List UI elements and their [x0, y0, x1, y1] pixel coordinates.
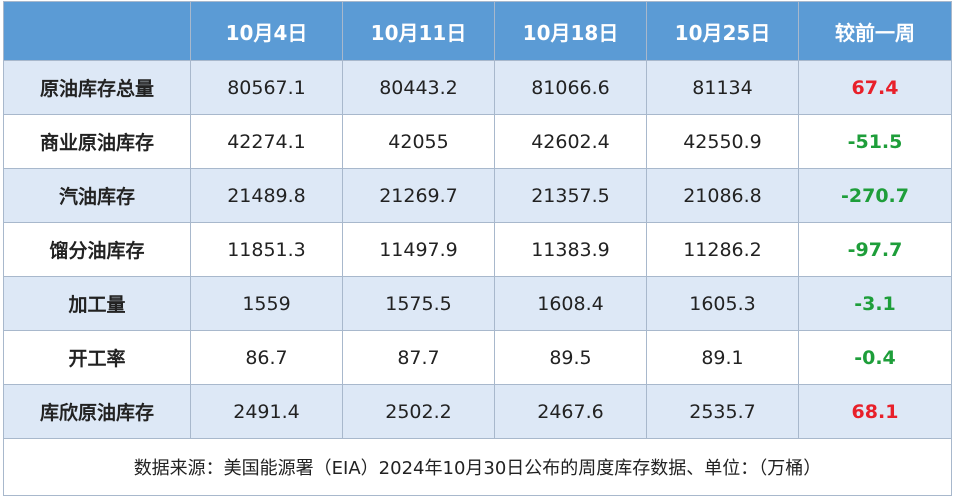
table-row: 原油库存总量 80567.1 80443.2 81066.6 81134 67.… — [3, 60, 952, 115]
table-cell: 11286.2 — [646, 222, 799, 277]
table-cell: 2502.2 — [342, 384, 495, 439]
table-row: 馏分油库存 11851.3 11497.9 11383.9 11286.2 -9… — [3, 222, 952, 277]
table-cell: 21269.7 — [342, 168, 495, 223]
row-label: 开工率 — [3, 330, 191, 385]
table-cell: 80443.2 — [342, 60, 495, 115]
inventory-table: 10月4日 10月11日 10月18日 10月25日 较前一周 原油库存总量 8… — [3, 1, 952, 496]
table-cell: 42602.4 — [494, 114, 647, 169]
change-cell: -270.7 — [798, 168, 952, 223]
row-label: 商业原油库存 — [3, 114, 191, 169]
data-source-note: 数据来源：美国能源署（EIA）2024年10月30日公布的周度库存数据、单位：（… — [3, 438, 952, 496]
table-row: 库欣原油库存 2491.4 2502.2 2467.6 2535.7 68.1 — [3, 384, 952, 439]
change-cell: -0.4 — [798, 330, 952, 385]
header-date: 10月11日 — [342, 1, 495, 61]
header-row: 10月4日 10月11日 10月18日 10月25日 较前一周 — [3, 1, 952, 61]
table-cell: 42550.9 — [646, 114, 799, 169]
table-cell: 2535.7 — [646, 384, 799, 439]
table-cell: 87.7 — [342, 330, 495, 385]
header-weekly-change: 较前一周 — [798, 1, 952, 61]
table-cell: 2467.6 — [494, 384, 647, 439]
row-label: 馏分油库存 — [3, 222, 191, 277]
header-date: 10月4日 — [190, 1, 343, 61]
table-cell: 21357.5 — [494, 168, 647, 223]
header-date: 10月25日 — [646, 1, 799, 61]
table-row: 商业原油库存 42274.1 42055 42602.4 42550.9 -51… — [3, 114, 952, 169]
table-cell: 89.1 — [646, 330, 799, 385]
change-cell: 68.1 — [798, 384, 952, 439]
change-cell: -97.7 — [798, 222, 952, 277]
table-cell: 81066.6 — [494, 60, 647, 115]
table-cell: 11851.3 — [190, 222, 343, 277]
table-cell: 21489.8 — [190, 168, 343, 223]
table-cell: 2491.4 — [190, 384, 343, 439]
row-label: 汽油库存 — [3, 168, 191, 223]
inventory-table-container: 10月4日 10月11日 10月18日 10月25日 较前一周 原油库存总量 8… — [3, 1, 952, 496]
table-cell: 1559 — [190, 276, 343, 331]
table-cell: 81134 — [646, 60, 799, 115]
footer-row: 数据来源：美国能源署（EIA）2024年10月30日公布的周度库存数据、单位：（… — [3, 438, 952, 496]
table-cell: 11383.9 — [494, 222, 647, 277]
row-label: 原油库存总量 — [3, 60, 191, 115]
table-cell: 89.5 — [494, 330, 647, 385]
table-cell: 11497.9 — [342, 222, 495, 277]
row-label: 加工量 — [3, 276, 191, 331]
header-corner — [3, 1, 191, 61]
table-cell: 42274.1 — [190, 114, 343, 169]
change-cell: -51.5 — [798, 114, 952, 169]
table-cell: 1605.3 — [646, 276, 799, 331]
change-cell: -3.1 — [798, 276, 952, 331]
table-row: 开工率 86.7 87.7 89.5 89.1 -0.4 — [3, 330, 952, 385]
table-cell: 1608.4 — [494, 276, 647, 331]
change-cell: 67.4 — [798, 60, 952, 115]
table-row: 加工量 1559 1575.5 1608.4 1605.3 -3.1 — [3, 276, 952, 331]
table-cell: 1575.5 — [342, 276, 495, 331]
table-cell: 42055 — [342, 114, 495, 169]
table-cell: 21086.8 — [646, 168, 799, 223]
table-cell: 86.7 — [190, 330, 343, 385]
row-label: 库欣原油库存 — [3, 384, 191, 439]
table-cell: 80567.1 — [190, 60, 343, 115]
table-row: 汽油库存 21489.8 21269.7 21357.5 21086.8 -27… — [3, 168, 952, 223]
header-date: 10月18日 — [494, 1, 647, 61]
